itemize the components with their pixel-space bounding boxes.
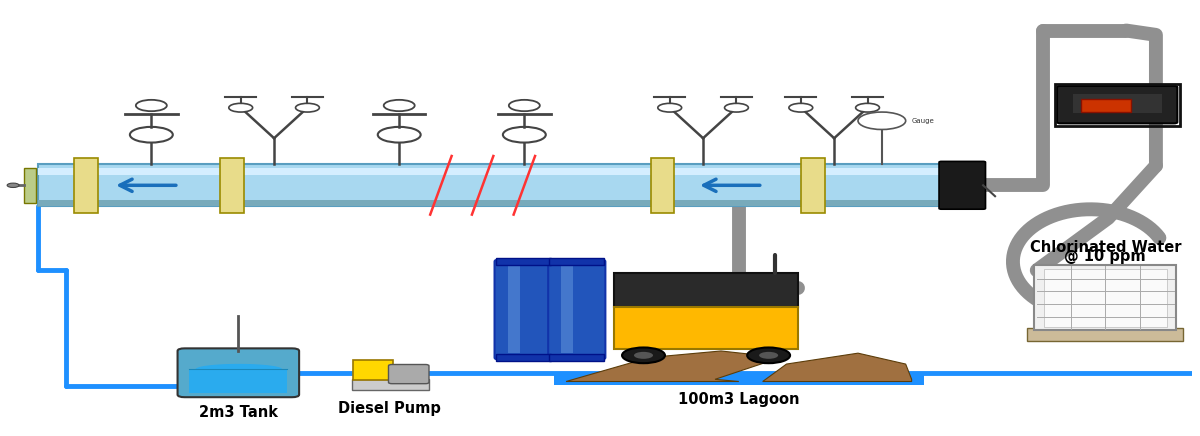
FancyBboxPatch shape: [940, 161, 985, 209]
FancyBboxPatch shape: [554, 375, 924, 385]
Circle shape: [856, 103, 880, 112]
Circle shape: [858, 112, 906, 129]
Text: Diesel Pump: Diesel Pump: [338, 401, 442, 416]
Circle shape: [503, 127, 546, 143]
FancyBboxPatch shape: [1044, 269, 1166, 327]
FancyBboxPatch shape: [550, 354, 604, 361]
FancyBboxPatch shape: [389, 364, 430, 384]
FancyBboxPatch shape: [550, 258, 604, 265]
FancyBboxPatch shape: [221, 158, 245, 212]
FancyBboxPatch shape: [353, 360, 394, 380]
FancyBboxPatch shape: [24, 167, 36, 203]
FancyBboxPatch shape: [613, 307, 798, 349]
FancyBboxPatch shape: [1027, 328, 1183, 341]
FancyBboxPatch shape: [1057, 86, 1177, 123]
Circle shape: [295, 103, 319, 112]
FancyBboxPatch shape: [1081, 99, 1130, 112]
Circle shape: [725, 103, 749, 112]
Polygon shape: [566, 351, 780, 382]
Circle shape: [788, 103, 812, 112]
FancyBboxPatch shape: [38, 200, 947, 206]
FancyBboxPatch shape: [1073, 94, 1162, 113]
FancyBboxPatch shape: [650, 158, 674, 212]
FancyBboxPatch shape: [800, 158, 824, 212]
FancyBboxPatch shape: [496, 354, 551, 361]
Circle shape: [748, 347, 790, 363]
Circle shape: [658, 103, 682, 112]
FancyBboxPatch shape: [562, 266, 574, 353]
Circle shape: [229, 103, 253, 112]
FancyBboxPatch shape: [494, 259, 552, 360]
Circle shape: [7, 183, 19, 187]
Text: Gauge: Gauge: [912, 118, 935, 124]
Circle shape: [378, 127, 421, 143]
FancyBboxPatch shape: [178, 348, 299, 397]
Polygon shape: [763, 353, 912, 382]
FancyBboxPatch shape: [508, 266, 520, 353]
Circle shape: [622, 347, 665, 363]
FancyBboxPatch shape: [613, 272, 798, 307]
FancyBboxPatch shape: [496, 258, 551, 265]
FancyBboxPatch shape: [38, 167, 947, 175]
FancyBboxPatch shape: [1034, 265, 1176, 330]
Text: Chlorinated Water: Chlorinated Water: [1030, 240, 1181, 255]
FancyBboxPatch shape: [74, 158, 97, 212]
Text: 100m3 Lagoon: 100m3 Lagoon: [678, 392, 799, 407]
Text: 2m3 Tank: 2m3 Tank: [199, 405, 278, 420]
Circle shape: [130, 127, 173, 143]
FancyBboxPatch shape: [352, 379, 430, 390]
Circle shape: [634, 352, 653, 359]
FancyBboxPatch shape: [548, 259, 605, 360]
FancyBboxPatch shape: [38, 164, 947, 206]
FancyBboxPatch shape: [190, 369, 287, 393]
Circle shape: [760, 352, 778, 359]
Text: @ 10 ppm: @ 10 ppm: [1064, 249, 1146, 264]
